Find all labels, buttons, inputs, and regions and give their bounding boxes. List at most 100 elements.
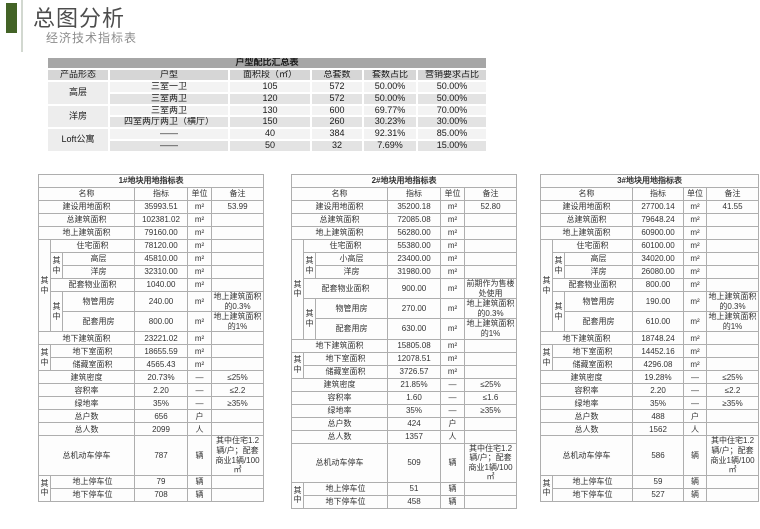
plot-cell xyxy=(463,429,518,444)
plot-cell: 户 xyxy=(440,416,465,431)
plot-cell: — xyxy=(683,396,707,411)
plot-cell: 18748.24 xyxy=(632,331,684,346)
plot-cell: m² xyxy=(187,311,212,333)
plot-cell xyxy=(210,252,265,266)
table-row: 其中 高层 34020.00 m² xyxy=(541,252,760,279)
plot-cell: 储藏室面积 xyxy=(303,364,388,379)
plot-cell: 地上建筑面积的1% xyxy=(705,311,760,333)
summary-cell: 384 xyxy=(310,127,364,142)
summary-cell: 40 xyxy=(228,127,312,142)
plot-cell: 18655.59 xyxy=(134,344,188,359)
table-row: 其中 地上停车位 59 辆 xyxy=(540,474,760,502)
plot-cell: 20.73% xyxy=(134,370,188,385)
plot-cell: 地下停车位 xyxy=(552,487,633,502)
plot-cell: ≤25% xyxy=(705,370,760,385)
plot-cell: 高层 xyxy=(564,252,633,266)
plot-cell: 建筑密度 xyxy=(291,377,388,392)
summary-cell: 7.69% xyxy=(362,139,418,154)
table-row: 其中 住宅面积 55380.00 m² xyxy=(291,239,518,340)
plot-cell: m² xyxy=(683,265,707,279)
plot-cell: m² xyxy=(440,351,465,366)
plot-cell: 35% xyxy=(387,403,441,418)
plot-cell: — xyxy=(187,370,212,385)
plot-cell xyxy=(463,351,518,366)
summary-cell: 120 xyxy=(228,91,312,106)
summary-cell: 70.00% xyxy=(415,103,489,118)
plot-cell: 32310.00 xyxy=(134,265,188,279)
table-row: 地上建筑面积 79160.00 m² xyxy=(38,226,265,240)
plot-cell: 总人数 xyxy=(291,429,388,444)
plot-cell: — xyxy=(683,370,707,385)
plot-cell: ≤25% xyxy=(463,377,518,392)
plot-cell: 辆 xyxy=(440,481,465,496)
plot-cell: — xyxy=(187,383,212,398)
plot-cell: 地上建筑面积的0.3% xyxy=(705,290,760,313)
plot-cell xyxy=(463,481,518,496)
table-row: 其中 小高层 23400.00 m² xyxy=(292,252,518,279)
plot-cell xyxy=(210,422,265,437)
plot-cell: 住宅面积 xyxy=(552,239,633,253)
table-row: 地下停车位 458 辆 xyxy=(292,494,518,509)
table-row: 配套用房 630.00 m² 地上建筑面积的1% xyxy=(292,318,518,340)
plot-cell: 72085.08 xyxy=(387,213,441,227)
plot-header-cell: 单位 xyxy=(683,187,707,201)
plot-cell: m² xyxy=(187,344,212,359)
plot-cell: 其中 xyxy=(540,344,553,372)
plot-cell: 610.00 xyxy=(632,311,684,333)
plot-cell: 1.60 xyxy=(387,390,441,405)
plot-cell: 储藏室面积 xyxy=(50,357,135,372)
plot-cell: 容积率 xyxy=(540,383,633,398)
plot-cell xyxy=(210,331,265,346)
plot-cell xyxy=(705,331,760,346)
plot-cell: 79160.00 xyxy=(134,226,188,240)
plot-cell: 26080.00 xyxy=(632,265,684,279)
table-row: 总户数 488 户 xyxy=(540,409,760,424)
summary-cell: 260 xyxy=(310,115,364,130)
plot-cell: m² xyxy=(440,239,465,253)
page-subtitle: 经济技术指标表 xyxy=(46,31,138,45)
plot-cell: 总户数 xyxy=(291,416,388,431)
summary-cell: 四室两厅两卫（横厅） xyxy=(108,115,230,130)
plot-cell xyxy=(463,416,518,431)
plot-cell xyxy=(705,422,760,437)
plot-cell: 2.20 xyxy=(134,383,188,398)
plot-cell: — xyxy=(440,377,465,392)
plot-cell xyxy=(210,344,265,359)
plot-cell: 其中住宅1.2辆/户；配套商业1辆/100㎡ xyxy=(463,442,518,483)
plot-cell: m² xyxy=(683,278,707,292)
plot-cell: 地上建筑面积 xyxy=(540,226,633,240)
plot-cell xyxy=(210,409,265,424)
plot-cell: ≤2.2 xyxy=(210,383,265,398)
plot-cell xyxy=(463,226,518,240)
summary-cell: —— xyxy=(108,139,230,154)
plot-cell: 19.28% xyxy=(632,370,684,385)
summary-cell: 30.23% xyxy=(362,115,418,130)
plot-cell: 60900.00 xyxy=(632,226,684,240)
plot-cell xyxy=(705,278,760,292)
summary-group-cell: 高层 xyxy=(46,79,110,106)
plot-cell: 56280.00 xyxy=(387,226,441,240)
summary-cell: 50.00% xyxy=(362,79,418,94)
table-row: 总建筑面积 79648.24 m² xyxy=(540,213,760,227)
plot-cell: 其中 xyxy=(50,252,63,279)
plot-cell: 储藏室面积 xyxy=(552,357,633,372)
table-row: 其中 地下室面积 12078.51 m² xyxy=(291,351,518,379)
plot-cell xyxy=(705,252,760,266)
plot-cell: 708 xyxy=(134,487,188,502)
table-row: 地下建筑面积 18748.24 m² xyxy=(540,331,760,346)
plot-cell: 其中 xyxy=(291,481,304,509)
plot-cell: 地上停车位 xyxy=(552,474,633,489)
plot-cell: ≤1.6 xyxy=(463,390,518,405)
plot-cell: 1040.00 xyxy=(134,278,188,292)
plot-cell: 2.20 xyxy=(632,383,684,398)
plot-cell: m² xyxy=(187,213,212,227)
table-row: 地下停车位 527 辆 xyxy=(541,487,760,502)
plot-table: 1#地块用地指标表 名称 指标 单位 备注 建设用地面积 35993.51 m² 53.99 总建… xyxy=(37,174,265,502)
plot-cell: m² xyxy=(440,318,465,340)
table-row: 总机动车停车 586 辆其中住宅1.2辆/户；配套商业1辆/100㎡ xyxy=(540,435,760,476)
plot-cell: 14452.16 xyxy=(632,344,684,359)
plot-cell xyxy=(463,239,518,253)
plot-cell: 458 xyxy=(387,494,441,509)
plot-cell: 31980.00 xyxy=(387,265,441,279)
plot-header-cell: 指标 xyxy=(632,187,684,201)
